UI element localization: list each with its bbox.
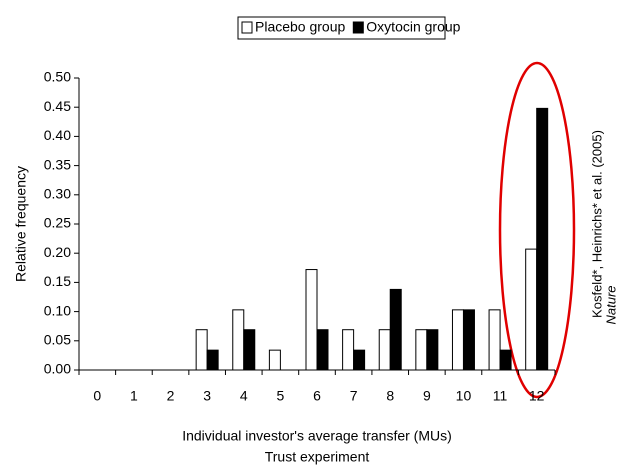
y-axis-label: Relative frequency [13, 166, 29, 282]
bar [389, 288, 402, 371]
y-tick-label: 0.25 [44, 215, 71, 231]
x-tick-label: 3 [203, 388, 211, 404]
legend-box [237, 16, 446, 40]
bar [316, 329, 329, 371]
x-tick-label: 8 [386, 388, 394, 404]
bar [305, 269, 318, 371]
bar [499, 349, 512, 371]
y-tick-label: 0.45 [44, 98, 71, 114]
legend-swatch [352, 21, 364, 34]
x-tick-label: 2 [167, 388, 175, 404]
x-tick-label: 5 [276, 388, 284, 404]
bar [353, 349, 366, 371]
y-tick-label: 0.10 [44, 302, 71, 318]
x-tick-label: 10 [456, 388, 472, 404]
y-tick-label: 0.50 [44, 69, 71, 85]
y-tick-label: 0.15 [44, 273, 71, 289]
bar [378, 329, 391, 371]
bar [415, 329, 428, 371]
bar [451, 309, 464, 371]
y-tick-label: 0.20 [44, 244, 71, 260]
bar [243, 329, 256, 371]
bar [342, 329, 355, 371]
annotation: Trust experiment [265, 449, 370, 465]
y-tick-label: 0.35 [44, 156, 71, 172]
bar [195, 329, 208, 371]
x-tick-label: 1 [130, 388, 138, 404]
highlight-ellipse [498, 61, 576, 399]
bar [232, 309, 245, 371]
annotation: Kosfeld*, Heinrichs* et al. (2005) [589, 130, 604, 318]
x-tick-label: 11 [493, 388, 508, 404]
bar [462, 309, 475, 371]
bar [268, 349, 281, 371]
x-tick-label: 7 [350, 388, 358, 404]
bar [488, 309, 501, 371]
y-tick-label: 0.30 [44, 186, 71, 202]
x-tick-label: 0 [93, 388, 101, 404]
y-tick-label: 0.40 [44, 127, 71, 143]
bar [206, 349, 219, 371]
x-axis-label: Individual investor's average transfer (… [182, 428, 452, 444]
x-tick-label: 12 [529, 388, 545, 404]
x-tick-label: 9 [423, 388, 431, 404]
legend-label: Placebo group [255, 19, 346, 35]
y-tick-label: 0.05 [44, 332, 71, 348]
bar [536, 107, 549, 371]
bar [426, 329, 439, 371]
annotation: Nature [603, 285, 618, 324]
legend-label: Oxytocin group [366, 19, 460, 35]
x-tick-label: 4 [240, 388, 248, 404]
x-tick-label: 6 [313, 388, 321, 404]
legend-swatch [241, 21, 253, 34]
y-tick-label: 0.00 [44, 361, 71, 377]
bar [525, 248, 538, 371]
